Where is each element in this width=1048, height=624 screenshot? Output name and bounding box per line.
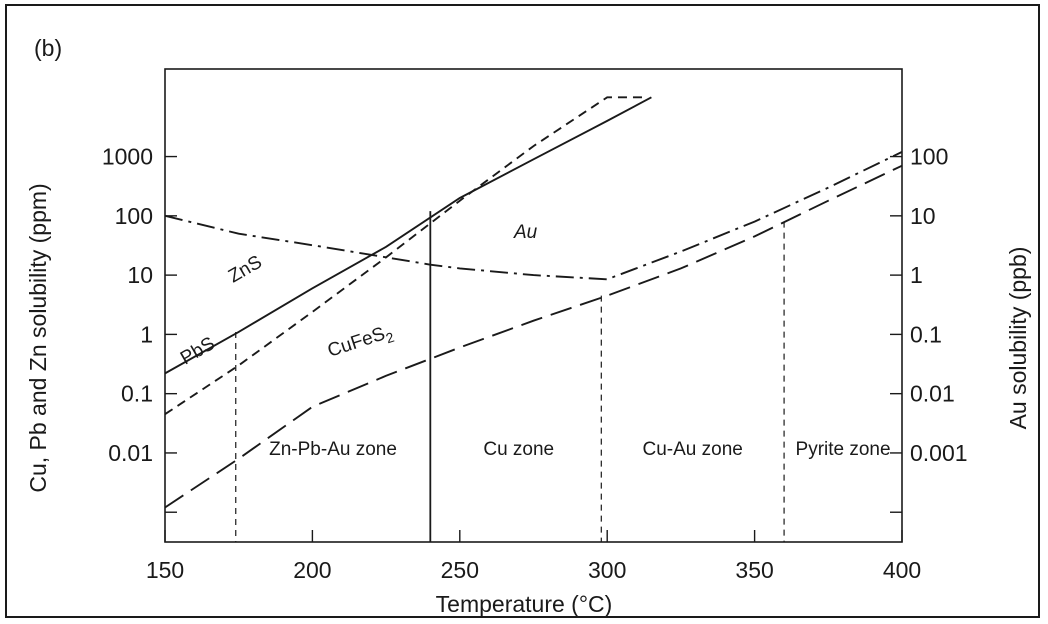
zone-labels: Zn-Pb-Au zone Cu zone Cu-Au zone Pyrite zon…	[269, 439, 890, 460]
y-tick-label-left: 10	[127, 262, 153, 288]
figure-frame	[5, 4, 1040, 618]
zone-label: Pyrite zone	[796, 439, 891, 460]
plot-border	[164, 68, 903, 543]
subscript: 2	[384, 329, 397, 347]
y-axis-title-left: Cu, Pb and Zn solubility (ppm)	[25, 183, 51, 492]
series-au-line	[165, 151, 902, 281]
series-label-cufes: CuFeS2	[325, 321, 396, 365]
x-tick-label: 250	[441, 557, 479, 583]
x-tick-label: 300	[588, 557, 626, 583]
series-label-zns: ZnS	[225, 252, 266, 288]
series-pbs-line	[165, 96, 643, 415]
y-tick-label-left: 1	[140, 321, 153, 347]
series-label-pbs: PbS	[177, 333, 219, 369]
series-labels: ZnS PbS CuFeS2 Au	[177, 222, 538, 369]
y-tick-label-left: 100	[115, 203, 153, 229]
y-axis-title-right: Au solubility (ppb)	[1005, 247, 1031, 430]
series-lines	[165, 96, 902, 509]
y-tick-label-right: 0.001	[910, 440, 968, 466]
y-tick-label-right: 0.01	[910, 381, 955, 407]
y-tick-label-right: 0.1	[910, 321, 942, 347]
series-label-au: Au	[513, 222, 538, 243]
x-axis-title: Temperature (°C)	[436, 591, 613, 617]
series-cufes-line	[165, 164, 902, 509]
y-tick-label-left: 0.1	[121, 381, 153, 407]
y-tick-label-right: 100	[910, 144, 948, 170]
x-tick-label: 200	[293, 557, 331, 583]
x-tick-label: 400	[883, 557, 921, 583]
x-tick-label: 350	[735, 557, 773, 583]
zone-label: Cu zone	[483, 439, 554, 460]
axis-ticks: 150 200 250 300 350 40010001001010.10.0110010…	[102, 144, 968, 583]
y-tick-label-left: 1000	[102, 144, 153, 170]
y-tick-label-right: 10	[910, 203, 936, 229]
y-tick-label-left: 0.01	[108, 440, 153, 466]
zone-label: Zn-Pb-Au zone	[269, 439, 397, 460]
plot-area	[164, 68, 903, 543]
y-tick-label-right: 1	[910, 262, 923, 288]
zone-label: Cu-Au zone	[643, 439, 743, 460]
panel-label: (b)	[34, 35, 62, 61]
series-zns-line	[165, 96, 652, 375]
zone-boundaries	[235, 211, 785, 542]
x-tick-label: 150	[146, 557, 184, 583]
